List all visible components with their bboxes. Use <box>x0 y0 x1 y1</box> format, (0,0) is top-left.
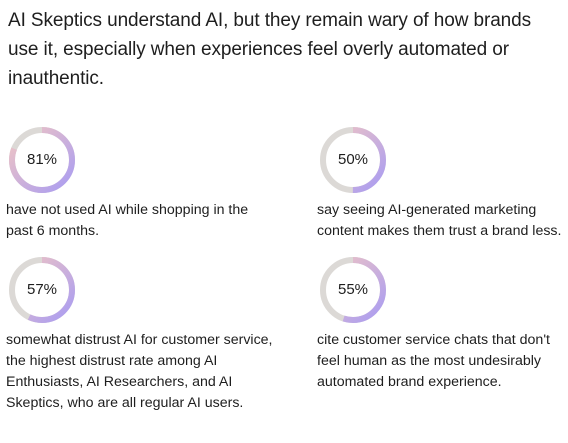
donut-value-arc <box>9 127 75 193</box>
donut-chart: 81% <box>6 124 78 196</box>
donut-svg <box>320 127 386 193</box>
donut-chart: 55% <box>317 254 389 326</box>
donut-value-arc <box>320 127 386 193</box>
percent-label: 55% <box>337 281 369 298</box>
donut-svg <box>320 257 386 323</box>
page-heading: AI Skeptics understand AI, but they rema… <box>8 10 532 89</box>
donut-value-arc <box>9 257 75 323</box>
donut-svg <box>9 257 75 323</box>
percent-label: 81% <box>26 151 58 168</box>
donut-svg <box>9 127 75 193</box>
stat-card: 81% have not used AI while shopping in t… <box>6 124 276 242</box>
stat-description: say seeing AI-generated marketing conten… <box>317 202 562 239</box>
donut-chart: 50% <box>317 124 389 196</box>
donut-value-arc <box>320 257 386 323</box>
stat-description: somewhat distrust AI for customer servic… <box>6 332 273 411</box>
donut-chart: 57% <box>6 254 78 326</box>
stat-description: have not used AI while shopping in the p… <box>6 202 249 239</box>
percent-label: 57% <box>26 281 58 298</box>
stat-card: 57% somewhat distrust AI for customer se… <box>6 254 276 414</box>
stat-description: cite customer service chats that don't f… <box>317 332 550 390</box>
stat-card: 55% cite customer service chats that don… <box>317 254 568 393</box>
percent-label: 50% <box>337 151 369 168</box>
stat-card: 50% say seeing AI-generated marketing co… <box>317 124 568 242</box>
